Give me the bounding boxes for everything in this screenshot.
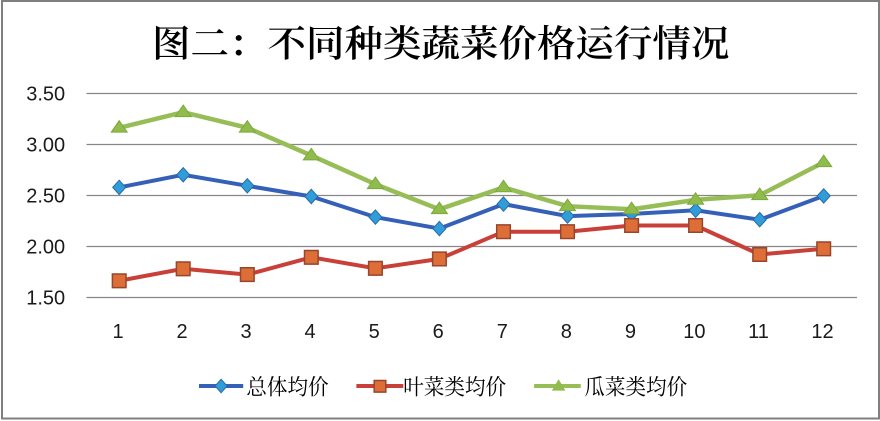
svg-text:1: 1 [112, 321, 123, 343]
svg-text:11: 11 [748, 321, 769, 343]
svg-text:5: 5 [369, 321, 380, 343]
svg-text:6: 6 [433, 321, 444, 343]
svg-text:3.50: 3.50 [26, 84, 65, 106]
svg-text:4: 4 [305, 321, 316, 343]
svg-text:3.00: 3.00 [26, 135, 65, 157]
svg-text:12: 12 [811, 321, 833, 343]
svg-text:3: 3 [241, 321, 252, 343]
svg-text:10: 10 [683, 321, 705, 343]
svg-text:2: 2 [176, 321, 187, 343]
svg-text:1.50: 1.50 [26, 288, 65, 310]
svg-text:2.50: 2.50 [26, 186, 65, 208]
svg-text:8: 8 [561, 321, 572, 343]
svg-text:9: 9 [625, 321, 636, 343]
svg-text:2.00: 2.00 [26, 237, 65, 259]
svg-text:7: 7 [497, 321, 508, 343]
